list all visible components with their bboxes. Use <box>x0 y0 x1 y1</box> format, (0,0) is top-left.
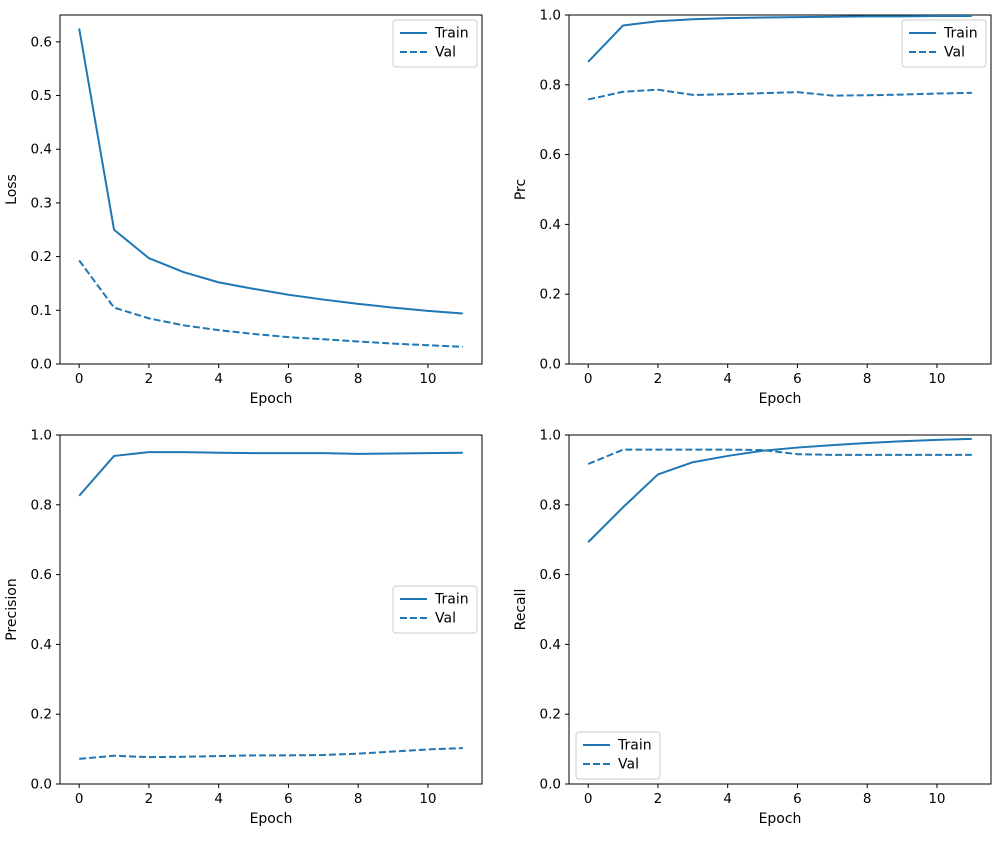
x-tick-label: 4 <box>214 791 223 807</box>
legend-train-label: Train <box>617 738 652 754</box>
x-tick-label: 8 <box>863 791 872 807</box>
y-tick-label: 0.4 <box>31 637 52 653</box>
x-axis-label: Epoch <box>759 391 802 407</box>
y-axis-label: Loss <box>4 174 20 205</box>
axes-frame <box>59 14 483 365</box>
x-tick-label: 8 <box>354 371 363 387</box>
x-axis-label: Epoch <box>759 811 802 827</box>
x-tick-label: 6 <box>284 791 293 807</box>
x-tick-label: 0 <box>584 371 593 387</box>
axes-frame <box>568 14 992 365</box>
y-tick-label: 0.6 <box>540 147 561 163</box>
y-tick-label: 0.2 <box>540 287 561 303</box>
x-tick-label: 0 <box>75 371 84 387</box>
legend-val-label: Val <box>944 45 965 61</box>
x-tick-label: 10 <box>928 371 945 387</box>
x-tick-label: 4 <box>723 371 732 387</box>
y-tick-label: 0.8 <box>540 77 561 93</box>
x-tick-label: 0 <box>75 791 84 807</box>
y-tick-label: 0.0 <box>540 357 561 373</box>
axes-frame <box>568 434 992 785</box>
legend-val-label: Val <box>435 611 456 627</box>
y-tick-label: 1.0 <box>31 428 52 444</box>
y-tick-label: 0.8 <box>31 497 52 513</box>
x-tick-label: 4 <box>214 371 223 387</box>
x-tick-label: 10 <box>419 371 436 387</box>
legend-box <box>392 585 478 634</box>
legend-box <box>901 19 987 68</box>
y-tick-label: 0.4 <box>540 217 561 233</box>
y-tick-label: 0.1 <box>31 303 52 319</box>
legend-box <box>575 731 661 780</box>
x-tick-label: 0 <box>584 791 593 807</box>
val-line <box>587 448 972 465</box>
axes-frame <box>59 434 483 785</box>
subplot-prc: 0 2 4 6 8 10 0.0 0.2 0.4 0.6 0.8 1.0 Epoch Prc Train Va… <box>513 8 992 407</box>
x-tick-label: 6 <box>284 371 293 387</box>
y-tick-label: 1.0 <box>540 8 561 24</box>
train-line <box>587 437 972 543</box>
legend-train-label: Train <box>434 26 469 42</box>
x-axis-label: Epoch <box>250 391 293 407</box>
subplot-loss: 0 2 4 6 8 10 0.0 0.1 0.2 0.3 0.4 0.5 0.6 Epoch Loss Tra… <box>4 14 483 407</box>
x-tick-label: 4 <box>723 791 732 807</box>
subplot-recall: 0 2 4 6 8 10 0.0 0.2 0.4 0.6 0.8 1.0 Epoch Recall Trai… <box>513 428 992 827</box>
y-tick-label: 0.4 <box>31 142 52 158</box>
x-tick-label: 6 <box>793 791 802 807</box>
y-tick-label: 0.4 <box>540 637 561 653</box>
y-tick-label: 0.0 <box>31 357 52 373</box>
y-tick-label: 0.2 <box>31 707 52 723</box>
y-tick-label: 0.5 <box>31 88 52 104</box>
x-tick-label: 2 <box>145 791 154 807</box>
y-tick-label: 0.6 <box>31 34 52 50</box>
legend-val-label: Val <box>435 45 456 61</box>
x-axis-label: Epoch <box>250 811 293 827</box>
val-line <box>79 747 463 760</box>
train-line <box>587 15 972 63</box>
x-tick-label: 10 <box>419 791 436 807</box>
legend-train-label: Train <box>434 592 469 608</box>
x-tick-label: 8 <box>354 791 363 807</box>
y-tick-label: 0.2 <box>540 707 561 723</box>
y-tick-label: 0.6 <box>31 567 52 583</box>
y-tick-label: 0.0 <box>540 777 561 793</box>
train-line <box>78 451 463 497</box>
x-tick-label: 2 <box>145 371 154 387</box>
legend-box <box>392 19 478 68</box>
y-tick-label: 0.0 <box>31 777 52 793</box>
val-line <box>587 88 972 101</box>
x-tick-label: 2 <box>654 371 663 387</box>
legend-train-label: Train <box>943 26 978 42</box>
y-tick-label: 0.6 <box>540 567 561 583</box>
x-tick-label: 2 <box>654 791 663 807</box>
y-tick-label: 0.3 <box>31 195 52 211</box>
y-tick-label: 0.8 <box>540 497 561 513</box>
y-axis-label: Precision <box>4 578 20 640</box>
y-axis-label: Recall <box>513 589 529 631</box>
y-axis-label: Prc <box>513 179 529 200</box>
x-tick-label: 6 <box>793 371 802 387</box>
train-line <box>78 28 463 315</box>
x-tick-label: 10 <box>928 791 945 807</box>
y-tick-label: 0.2 <box>31 249 52 265</box>
x-tick-label: 8 <box>863 371 872 387</box>
val-line <box>78 259 463 348</box>
legend-val-label: Val <box>618 757 639 773</box>
y-tick-label: 1.0 <box>540 428 561 444</box>
subplot-precision: 0 2 4 6 8 10 0.0 0.2 0.4 0.6 0.8 1.0 Epoch Precision T… <box>4 428 483 827</box>
